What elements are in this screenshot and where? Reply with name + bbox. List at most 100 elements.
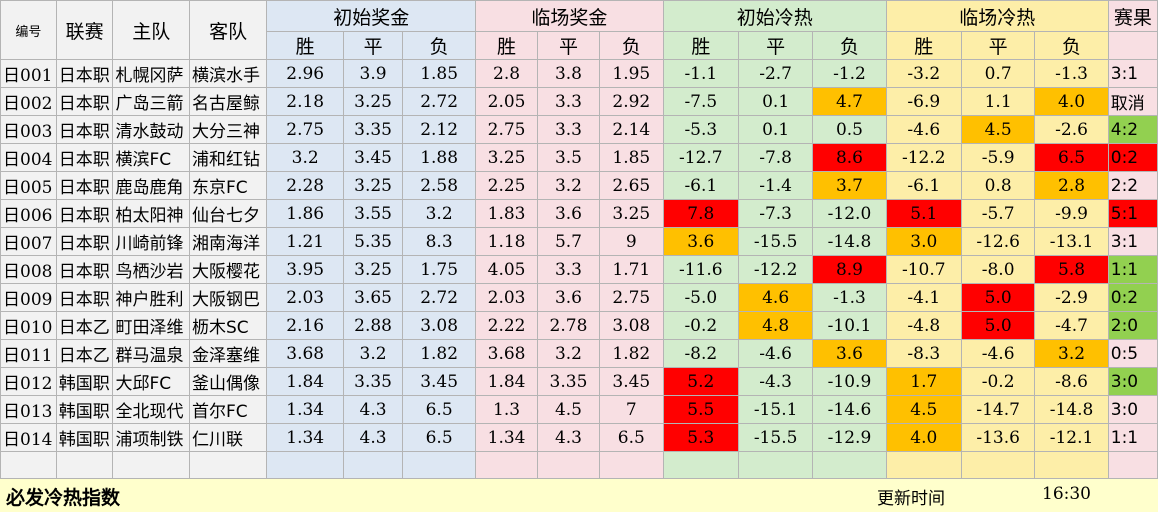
cell-id: 日005: [0, 171, 57, 200]
cell-live-odds-lose: 2.75: [598, 283, 664, 312]
empty-cell: [0, 451, 57, 480]
empty-cell: [402, 451, 477, 480]
cell-away: 大阪钢巴: [188, 283, 268, 312]
cell-away: 金泽塞维: [188, 339, 268, 368]
cell-live-heat-lose: -14.8: [1034, 395, 1109, 424]
cell-live-heat-draw: -12.6: [960, 227, 1036, 256]
cell-live-heat-lose: -2.6: [1034, 115, 1109, 144]
cell-initial-heat-lose: -12.0: [812, 199, 887, 228]
cell-live-odds-lose: 1.95: [598, 59, 664, 88]
cell-league: 韩国职: [55, 395, 114, 424]
header-lh-win: 胜: [885, 31, 962, 60]
cell-initial-heat-draw: -1.4: [737, 171, 814, 200]
cell-initial-heat-draw: 0.1: [737, 87, 814, 116]
empty-cell: [112, 451, 190, 480]
cell-live-odds-draw: 3.2: [537, 171, 600, 200]
header-live-heat: 临场冷热: [885, 0, 1109, 32]
cell-live-heat-draw: -5.7: [960, 199, 1036, 228]
cell-live-odds-win: 2.25: [475, 171, 539, 200]
cell-league: 韩国职: [55, 423, 114, 452]
cell-initial-heat-win: -0.2: [662, 311, 739, 340]
cell-initial-heat-lose: -1.2: [812, 59, 887, 88]
header-initial-odds: 初始奖金: [266, 0, 477, 32]
empty-cell: [55, 451, 114, 480]
cell-live-odds-lose: 3.45: [598, 367, 664, 396]
update-time: 16:30: [1042, 484, 1091, 504]
cell-initial-odds-draw: 3.25: [342, 255, 404, 284]
cell-initial-odds-draw: 3.65: [342, 283, 404, 312]
cell-live-heat-win: -4.8: [885, 311, 962, 340]
cell-live-heat-lose: -4.7: [1034, 311, 1109, 340]
empty-cell: [342, 451, 404, 480]
cell-live-heat-draw: -4.6: [960, 339, 1036, 368]
cell-home: 柏太阳神: [112, 199, 190, 228]
table-row: 日014 韩国职 浦项制铁 仁川联 1.34 4.3 6.5 1.34 4.3 6.5 5.3 -15…: [0, 423, 1158, 452]
cell-id: 日009: [0, 283, 57, 312]
cell-live-odds-lose: 3.08: [598, 311, 664, 340]
header-ih-lose: 负: [812, 31, 887, 60]
cell-initial-heat-win: 5.3: [662, 423, 739, 452]
cell-live-odds-draw: 3.3: [537, 255, 600, 284]
cell-live-heat-lose: 6.5: [1034, 143, 1109, 172]
cell-live-odds-win: 1.18: [475, 227, 539, 256]
cell-live-odds-win: 2.8: [475, 59, 539, 88]
cell-initial-odds-draw: 4.3: [342, 395, 404, 424]
cell-initial-odds-win: 1.34: [266, 423, 344, 452]
cell-live-odds-win: 1.34: [475, 423, 539, 452]
table-row: 日010 日本乙 町田泽维 枥木SC 2.16 2.88 3.08 2.22 2.78 3.08-…: [0, 311, 1158, 340]
cell-live-heat-lose: -13.1: [1034, 227, 1109, 256]
header-home: 主队: [112, 0, 190, 60]
cell-initial-odds-win: 2.16: [266, 311, 344, 340]
cell-initial-odds-win: 2.75: [266, 115, 344, 144]
table-row: 日012 韩国职 大邱FC 釜山偶像 1.84 3.35 3.45 1.84 3.35 3.45 5…: [0, 367, 1158, 396]
cell-initial-odds-win: 1.84: [266, 367, 344, 396]
header-live-odds: 临场奖金: [475, 0, 664, 32]
cell-initial-heat-lose: 8.6: [812, 143, 887, 172]
cell-initial-odds-draw: 5.35: [342, 227, 404, 256]
cell-live-odds-win: 2.75: [475, 115, 539, 144]
cell-league: 日本乙: [55, 339, 114, 368]
footer-title: 必发冷热指数: [6, 487, 121, 509]
cell-live-heat-draw: -13.6: [960, 423, 1036, 452]
empty-cell: [475, 451, 539, 480]
cell-live-odds-draw: 3.6: [537, 283, 600, 312]
table-row: 日004 日本职 横滨FC 浦和红钻 3.2 3.45 1.88 3.25 3.5 1.85 -12…: [0, 143, 1158, 172]
cell-away: 大分三神: [188, 115, 268, 144]
cell-initial-heat-lose: -14.8: [812, 227, 887, 256]
cell-initial-heat-lose: 4.7: [812, 87, 887, 116]
cell-id: 日006: [0, 199, 57, 228]
cell-initial-heat-win: -5.3: [662, 115, 739, 144]
cell-live-heat-lose: 5.8: [1034, 255, 1109, 284]
cell-live-odds-win: 2.22: [475, 311, 539, 340]
header-id: 编号: [0, 0, 57, 60]
table-row: 日011 日本乙 群马温泉 金泽塞维 3.68 3.2 1.82 3.68 3.2 1.82 -8.…: [0, 339, 1158, 368]
header-lo-win: 胜: [475, 31, 539, 60]
cell-live-odds-draw: 3.6: [537, 199, 600, 228]
cell-id: 日008: [0, 255, 57, 284]
cell-initial-heat-draw: -12.2: [737, 255, 814, 284]
cell-initial-odds-lose: 1.75: [402, 255, 477, 284]
cell-initial-heat-win: -6.1: [662, 171, 739, 200]
cell-initial-odds-win: 3.2: [266, 143, 344, 172]
cell-live-heat-lose: 2.8: [1034, 171, 1109, 200]
cell-initial-odds-win: 1.21: [266, 227, 344, 256]
cell-initial-odds-lose: 8.3: [402, 227, 477, 256]
cell-initial-odds-draw: 2.88: [342, 311, 404, 340]
cell-live-heat-win: -10.7: [885, 255, 962, 284]
header-lo-lose: 负: [598, 31, 664, 60]
cell-initial-odds-draw: 3.25: [342, 171, 404, 200]
empty-cell: [960, 451, 1036, 480]
cell-live-odds-draw: 4.3: [537, 423, 600, 452]
cell-result: 1:1: [1107, 255, 1158, 284]
cell-live-odds-draw: 3.2: [537, 339, 600, 368]
cell-live-heat-draw: -8.0: [960, 255, 1036, 284]
cell-home: 神户胜利: [112, 283, 190, 312]
cell-initial-heat-lose: -12.9: [812, 423, 887, 452]
cell-home: 大邱FC: [112, 367, 190, 396]
update-label: 更新时间: [877, 489, 945, 509]
cell-live-heat-win: -3.2: [885, 59, 962, 88]
cell-id: 日001: [0, 59, 57, 88]
cell-initial-odds-draw: 3.25: [342, 87, 404, 116]
empty-cell: [266, 451, 344, 480]
cell-id: 日011: [0, 339, 57, 368]
